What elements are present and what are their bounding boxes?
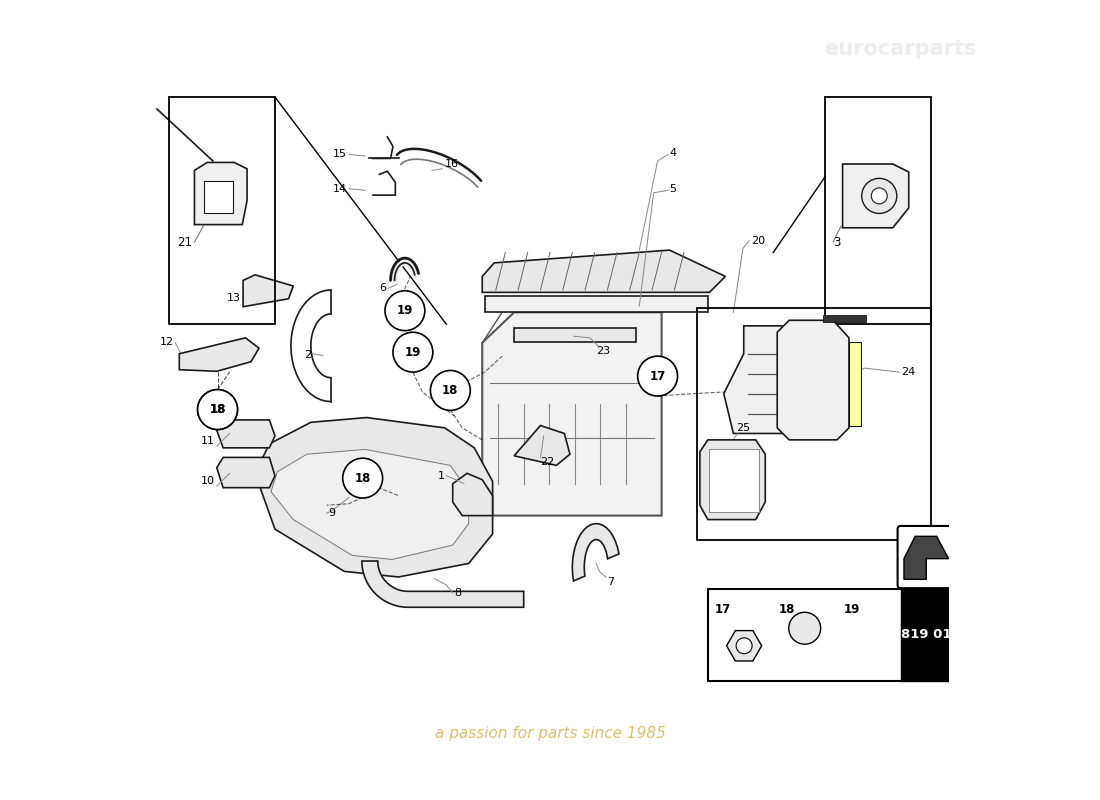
Text: 15: 15 <box>332 150 346 159</box>
Text: 24: 24 <box>901 367 915 377</box>
Text: 8: 8 <box>454 588 462 598</box>
Polygon shape <box>217 420 275 448</box>
Polygon shape <box>904 536 948 579</box>
Circle shape <box>198 390 238 430</box>
Circle shape <box>861 178 896 214</box>
Text: 5: 5 <box>670 184 676 194</box>
Circle shape <box>393 332 432 372</box>
Text: 11: 11 <box>201 436 216 446</box>
Polygon shape <box>724 326 813 434</box>
Text: 22: 22 <box>540 458 554 467</box>
Text: 14: 14 <box>332 184 346 194</box>
Circle shape <box>789 612 821 644</box>
FancyBboxPatch shape <box>901 589 952 681</box>
Text: 18: 18 <box>209 403 226 416</box>
Polygon shape <box>843 164 909 228</box>
Polygon shape <box>179 338 258 371</box>
Text: 819 01: 819 01 <box>901 628 952 642</box>
Text: 18: 18 <box>779 602 795 616</box>
Text: 18: 18 <box>442 384 459 397</box>
Polygon shape <box>453 474 493 515</box>
FancyBboxPatch shape <box>708 589 902 681</box>
Polygon shape <box>195 162 248 225</box>
FancyBboxPatch shape <box>823 315 867 322</box>
Text: 9: 9 <box>329 508 336 518</box>
FancyBboxPatch shape <box>204 181 233 213</box>
Polygon shape <box>700 440 766 519</box>
Text: 16: 16 <box>444 159 459 169</box>
Circle shape <box>736 638 752 654</box>
Circle shape <box>198 390 238 430</box>
FancyBboxPatch shape <box>801 336 818 415</box>
Polygon shape <box>514 328 636 342</box>
FancyBboxPatch shape <box>710 450 759 512</box>
Circle shape <box>343 458 383 498</box>
Text: 19: 19 <box>405 346 421 358</box>
Text: 25: 25 <box>736 423 750 434</box>
Text: 2: 2 <box>304 350 311 359</box>
Text: 1: 1 <box>438 470 444 481</box>
Text: 17: 17 <box>649 370 666 382</box>
Text: 12: 12 <box>160 337 174 347</box>
Text: 19: 19 <box>397 304 414 318</box>
Polygon shape <box>217 458 275 488</box>
Text: 3: 3 <box>833 236 840 249</box>
Polygon shape <box>482 250 725 292</box>
Text: 20: 20 <box>751 235 764 246</box>
Polygon shape <box>485 296 708 312</box>
Polygon shape <box>778 320 849 440</box>
Text: 6: 6 <box>379 283 386 294</box>
Text: 10: 10 <box>201 476 216 486</box>
Polygon shape <box>572 524 619 581</box>
Circle shape <box>871 188 888 204</box>
Text: a passion for parts since 1985: a passion for parts since 1985 <box>434 726 666 741</box>
Polygon shape <box>255 418 493 577</box>
Text: 17: 17 <box>714 602 730 616</box>
Text: 13: 13 <box>227 293 241 303</box>
FancyBboxPatch shape <box>849 342 861 426</box>
Circle shape <box>430 370 471 410</box>
Polygon shape <box>271 450 469 559</box>
Circle shape <box>638 356 678 396</box>
Text: eurocarparts: eurocarparts <box>825 39 977 59</box>
Polygon shape <box>482 312 661 515</box>
Polygon shape <box>243 275 294 306</box>
Text: 21: 21 <box>177 236 191 249</box>
Circle shape <box>385 290 425 330</box>
Text: 19: 19 <box>844 602 860 616</box>
Polygon shape <box>514 426 570 466</box>
Text: 23: 23 <box>596 346 611 356</box>
FancyBboxPatch shape <box>898 526 954 588</box>
Text: 18: 18 <box>354 472 371 485</box>
Text: 4: 4 <box>670 148 676 158</box>
Polygon shape <box>362 561 524 607</box>
Text: 7: 7 <box>607 577 615 587</box>
Text: 18: 18 <box>209 403 226 416</box>
